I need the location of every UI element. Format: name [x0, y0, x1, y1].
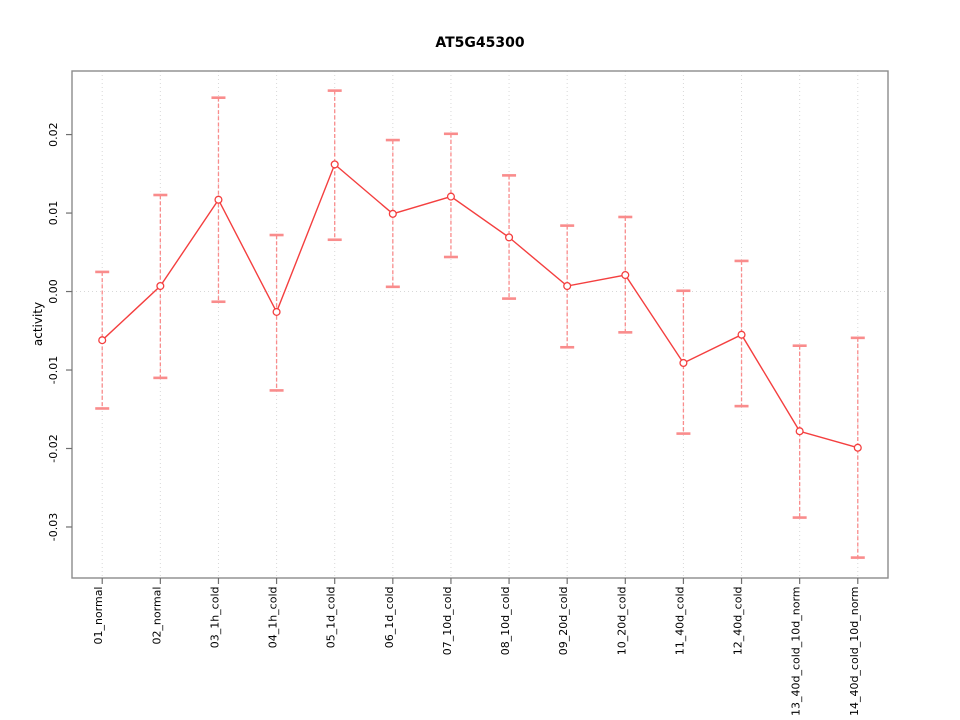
- x-tick-label: 06_1d_cold: [383, 587, 396, 649]
- data-point-marker: [563, 281, 572, 291]
- x-tick-label: 01_normal: [92, 587, 105, 645]
- data-point-marker: [330, 160, 339, 169]
- data-point-marker: [272, 307, 281, 316]
- y-tick-label: -0.03: [47, 513, 60, 541]
- x-tick-label: 13_40d_cold_10d_norm: [790, 587, 803, 717]
- x-tick-label: 10_20d_cold: [615, 587, 628, 656]
- y-tick-label: 0.02: [47, 122, 60, 147]
- data-point-marker: [853, 443, 862, 452]
- data-point-marker: [679, 358, 688, 368]
- y-tick-label: 0.00: [47, 279, 60, 304]
- x-tick-label: 04_1h_cold: [267, 587, 280, 649]
- data-point-marker: [388, 209, 397, 218]
- data-point-marker: [214, 195, 223, 204]
- x-tick-label: 09_20d_cold: [557, 587, 570, 656]
- series-line: [101, 163, 858, 449]
- chart-title: AT5G45300: [435, 35, 525, 51]
- data-point-marker: [795, 427, 804, 436]
- data-point-marker: [156, 281, 165, 291]
- data-point-marker: [737, 330, 746, 339]
- x-tick-label: 12_40d_cold: [732, 587, 745, 656]
- x-tick-label: 07_10d_cold: [441, 587, 454, 656]
- y-tick-label: -0.02: [47, 434, 60, 462]
- data-point-marker: [505, 233, 514, 242]
- x-tick-label: 03_1h_cold: [208, 587, 221, 649]
- data-point-marker: [446, 192, 455, 201]
- x-tick-label: 02_normal: [150, 587, 163, 645]
- x-tick-label: 14_40d_cold_10d_norm: [848, 587, 861, 717]
- y-tick-label: -0.01: [47, 356, 60, 384]
- data-point-marker: [98, 336, 107, 345]
- x-tick-label: 05_1d_cold: [325, 587, 338, 649]
- data-point-marker: [621, 271, 630, 280]
- x-tick-label: 08_10d_cold: [499, 587, 512, 656]
- y-tick-label: 0.01: [47, 201, 60, 226]
- x-tick-label: 11_40d_cold: [673, 587, 686, 656]
- plot-box: [71, 70, 889, 579]
